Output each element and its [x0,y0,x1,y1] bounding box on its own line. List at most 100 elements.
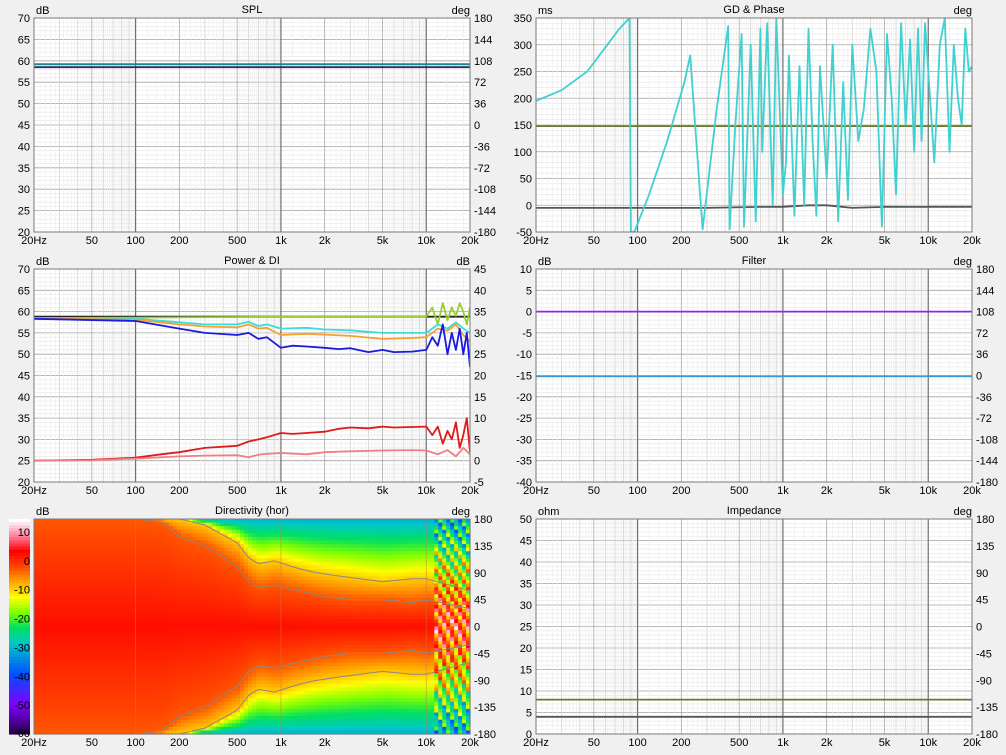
series-group [536,18,972,232]
heatmap-cell [129,526,134,531]
heatmap-cell [65,687,71,692]
heatmap-cell [57,565,63,570]
heatmap-cell [188,633,194,638]
heatmap-cell [49,551,55,556]
heatmap-cell [200,669,206,674]
heatmap-cell [85,526,91,531]
heatmap-cell [129,583,134,588]
heatmap-cell [228,665,233,671]
heatmap-cell [271,698,277,703]
series-line [34,317,470,368]
heatmap-cell [117,583,122,588]
heatmap-cell [77,694,83,699]
heatmap-cell [275,630,281,635]
heatmap-cell [228,683,233,689]
heatmap-cell [73,522,79,527]
heatmap-cell [141,562,146,567]
heatmap-cell [172,569,178,574]
heatmap-cell [224,630,229,635]
heatmap-cell [164,533,170,538]
heatmap-cell [34,687,39,692]
heatmap-cell [283,626,289,631]
heatmap-cell [53,730,59,735]
heatmap-cell [101,554,106,560]
heatmap-cell [184,708,190,714]
heatmap-cell [117,698,122,703]
heatmap-cell [156,565,162,570]
heatmap-cell [255,708,261,714]
heatmap-cell [263,698,269,703]
heatmap-cell [117,701,122,706]
series-line [34,317,470,334]
heatmap-cell [53,590,59,595]
heatmap-cell [125,673,130,678]
heatmap-cell [93,601,99,606]
heatmap-cell [37,644,43,649]
heatmap-cell [200,569,206,574]
heatmap-cell [41,529,47,534]
heatmap-cell [34,622,39,628]
heatmap-cell [65,579,71,585]
heatmap-cell [69,687,75,692]
heatmap-cell [244,640,249,646]
heatmap-cell [232,615,237,620]
heatmap-cell [224,533,229,538]
heatmap-cell [137,619,142,624]
heatmap-cell [97,579,102,585]
heatmap-cell [232,601,237,606]
y-tick-label: 65 [18,285,30,297]
heatmap-cell [81,683,87,689]
heatmap-cell [216,712,221,717]
heatmap-cell [271,597,277,603]
heatmap-cell [275,551,281,556]
heatmap-cell [85,665,91,671]
heatmap-cell [271,572,277,577]
heatmap-cell [224,622,229,628]
heatmap-cell [259,640,265,646]
heatmap-cell [236,558,241,563]
heatmap-cell [192,626,198,631]
y-tick-label: 40 [18,141,30,153]
heatmap-cell [34,551,39,556]
heatmap-cell [299,533,305,538]
heatmap-cell [259,712,265,717]
heatmap-cell [287,590,293,595]
heatmap-cell [259,540,265,545]
heatmap-cell [295,680,301,685]
heatmap-cell [240,658,245,663]
heatmap-cell [57,676,63,681]
heatmap-cell [65,622,71,628]
heatmap-cell [137,565,142,570]
heatmap-cell [41,719,47,724]
heatmap-cell [204,712,209,717]
heatmap-cell [105,680,110,685]
heatmap-cell [204,640,209,646]
heatmap-cell [184,630,190,635]
heatmap-cell [299,579,305,585]
heatmap-cell [224,562,229,567]
heatmap-cell [248,665,253,671]
heatmap-cell [34,626,39,631]
heatmap-cell [271,723,277,728]
x-tick-label: 50 [588,485,600,497]
heatmap-cell [184,619,190,624]
heatmap-cell [224,576,229,581]
heatmap-cell [148,630,154,635]
heatmap-cell [144,529,150,534]
heatmap-cell [263,676,269,681]
heatmap-cell [97,547,102,552]
heatmap-cell [232,648,237,653]
heatmap-cell [208,572,213,577]
heatmap-cell [172,662,178,667]
heatmap-cell [93,655,99,660]
heatmap-cell [89,569,95,574]
heatmap-cell [263,544,269,549]
heatmap-cell [125,648,130,653]
heatmap-cell [291,648,297,653]
heatmap-cell [208,705,213,710]
heatmap-cell [263,594,269,599]
heatmap-cell [141,637,146,642]
heatmap-cell [176,719,182,724]
heatmap-cell [41,594,47,599]
series-group [34,63,470,69]
